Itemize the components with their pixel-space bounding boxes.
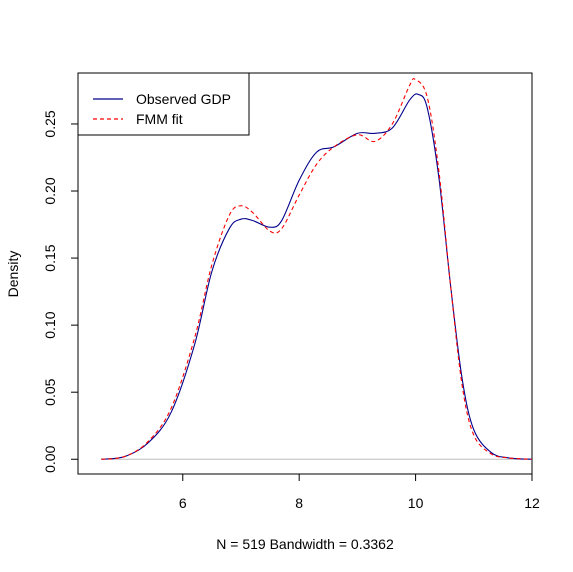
x-axis-label: N = 519 Bandwidth = 0.3362 (216, 536, 394, 552)
legend: Observed GDP FMM fit (77, 72, 250, 136)
series-line-fmm-fit (101, 78, 533, 460)
y-tick-label: 0.15 (42, 244, 58, 271)
legend-label-observed-gdp: Observed GDP (136, 91, 231, 107)
x-axis: 6 8 10 12 (179, 473, 540, 511)
legend-box (77, 72, 250, 136)
y-tick-label: 0.05 (42, 378, 58, 405)
x-tick-label: 10 (408, 495, 424, 511)
legend-label-fmm-fit: FMM fit (136, 111, 183, 127)
y-tick-label: 0.00 (42, 445, 58, 472)
x-tick-label: 12 (524, 495, 540, 511)
y-tick-label: 0.25 (42, 110, 58, 137)
x-tick-label: 8 (295, 495, 303, 511)
series-layer (101, 78, 533, 460)
y-axis-label: Density (5, 251, 21, 298)
y-tick-label: 0.20 (42, 177, 58, 204)
y-axis: 0.00 0.05 0.10 0.15 0.20 0.25 (42, 110, 79, 473)
y-tick-label: 0.10 (42, 311, 58, 338)
x-tick-label: 6 (179, 495, 187, 511)
